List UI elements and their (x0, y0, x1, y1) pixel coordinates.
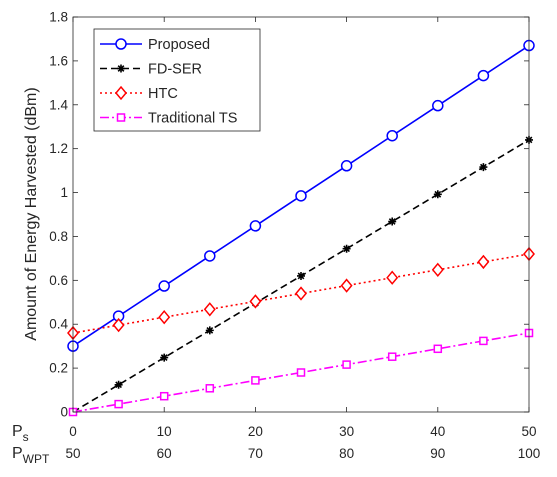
legend-swatch-marker (115, 38, 127, 50)
legend: Proposed FD-SER HTC Traditional TS (93, 28, 261, 132)
data-point (205, 326, 214, 335)
data-point (297, 271, 305, 280)
legend-item: Proposed (100, 37, 210, 53)
data-point (160, 353, 169, 362)
data-point (112, 317, 125, 333)
data-point (295, 190, 307, 202)
legend-item: Traditional TS (100, 111, 237, 127)
legend-label: HTC (148, 86, 178, 102)
x-tick-label: 60 (157, 446, 172, 461)
data-point (205, 384, 215, 393)
data-point (479, 163, 488, 172)
y-tick-label: 0.8 (49, 229, 68, 244)
y-tick-label: 0.2 (49, 361, 68, 376)
x-axis-row-2: PWPT 50 60 70 80 90 100 (12, 445, 540, 466)
legend-item: FD-SER (100, 62, 202, 78)
data-point (386, 129, 398, 142)
data-point (204, 250, 216, 262)
data-point (386, 270, 399, 285)
x-tick-label: 0 (69, 424, 77, 439)
data-point (114, 380, 123, 389)
x-tick-label: 70 (248, 446, 263, 461)
data-point (340, 278, 353, 293)
y-tick-label: 1 (60, 185, 68, 200)
y-tick-label: 1.8 (49, 10, 68, 25)
x-tick-label: 50 (521, 424, 536, 439)
legend-label: Traditional TS (148, 111, 237, 127)
y-tick-label: 0.4 (49, 317, 68, 332)
data-point (251, 376, 260, 385)
y-tick-label: 0 (60, 405, 68, 420)
data-point (158, 280, 170, 292)
legend-label: FD-SER (148, 62, 202, 78)
legend-swatch-marker (115, 85, 127, 101)
data-point (249, 220, 262, 232)
data-point (432, 99, 444, 112)
series-proposed (67, 39, 535, 352)
plot-frame (72, 16, 530, 413)
x-tick-label: 10 (157, 424, 172, 439)
x-axis-row-label: PWPT (12, 445, 50, 466)
legend-label: Proposed (148, 37, 210, 53)
y-tick-label: 1.4 (49, 97, 68, 112)
data-point (203, 302, 216, 317)
data-point (342, 360, 351, 369)
series-htc (67, 246, 535, 341)
y-axis-ticks: 0 0.2 0.4 0.6 0.8 1 1.2 1.4 1.6 1.8 (49, 10, 529, 420)
y-tick-label: 1.2 (49, 141, 68, 156)
data-point (433, 344, 443, 354)
data-point (431, 262, 444, 277)
x-tick-label: 90 (430, 446, 445, 461)
data-point (340, 160, 353, 172)
chart-marks (67, 39, 535, 417)
x-tick-label: 30 (339, 424, 354, 439)
y-tick-label: 0.6 (49, 273, 68, 288)
data-point (296, 368, 306, 377)
data-point (388, 217, 397, 226)
x-axis-row-1: Ps 0 10 20 30 40 50 (12, 423, 537, 444)
legend-swatch-marker (116, 113, 126, 122)
data-point (114, 399, 123, 409)
data-point (477, 254, 490, 270)
data-point (433, 190, 442, 199)
data-point (158, 310, 171, 325)
data-point (342, 244, 351, 253)
legend-swatch-marker (117, 64, 125, 73)
data-point (479, 336, 488, 346)
x-tick-label: 100 (518, 446, 541, 461)
x-tick-label: 80 (339, 446, 354, 461)
x-tick-label: 20 (248, 424, 263, 439)
data-point (477, 69, 490, 82)
x-tick-label: 50 (65, 446, 80, 461)
x-axis-row-label: Ps (12, 423, 29, 444)
y-axis-label: Amount of Energy Harvested (dBm) (23, 87, 40, 340)
data-point (295, 286, 307, 301)
data-point (387, 352, 397, 361)
data-point (159, 391, 169, 401)
x-tick-label: 40 (430, 424, 445, 439)
data-point (249, 294, 262, 309)
y-tick-label: 1.6 (49, 53, 68, 68)
legend-item: HTC (100, 85, 178, 102)
